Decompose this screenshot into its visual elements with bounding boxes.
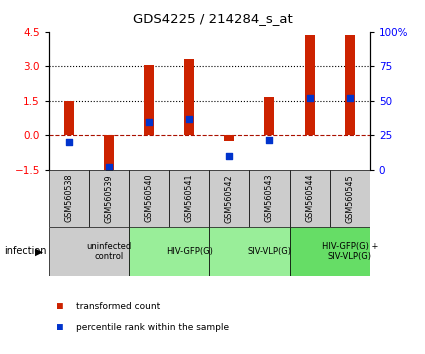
Text: infection: infection — [4, 246, 47, 256]
Bar — [209, 170, 249, 227]
Text: GSM560538: GSM560538 — [65, 174, 74, 223]
Bar — [305, 35, 314, 135]
Text: GSM560539: GSM560539 — [105, 174, 113, 223]
Bar — [49, 227, 129, 276]
Bar — [144, 65, 154, 135]
Point — [106, 164, 113, 170]
Point — [146, 119, 153, 125]
Bar — [184, 59, 194, 135]
Bar — [289, 227, 370, 276]
Text: GSM560544: GSM560544 — [305, 174, 314, 223]
Point — [306, 95, 313, 101]
Bar — [209, 227, 289, 276]
Text: ■: ■ — [57, 322, 63, 332]
Text: uninfected
control: uninfected control — [86, 242, 132, 261]
Bar — [104, 135, 114, 171]
Bar — [89, 170, 129, 227]
Bar — [64, 101, 74, 135]
Bar — [129, 170, 169, 227]
Bar — [289, 170, 330, 227]
Text: percentile rank within the sample: percentile rank within the sample — [76, 323, 230, 332]
Text: GSM560542: GSM560542 — [225, 174, 234, 223]
Text: ▶: ▶ — [35, 246, 43, 256]
Bar — [129, 227, 209, 276]
Point — [65, 139, 72, 145]
Bar — [249, 170, 289, 227]
Text: GSM560541: GSM560541 — [185, 174, 194, 223]
Text: GSM560545: GSM560545 — [345, 174, 354, 223]
Bar — [49, 170, 89, 227]
Text: GDS4225 / 214284_s_at: GDS4225 / 214284_s_at — [133, 12, 292, 25]
Bar — [169, 170, 209, 227]
Text: HIV-GFP(G): HIV-GFP(G) — [166, 247, 212, 256]
Text: GSM560543: GSM560543 — [265, 174, 274, 223]
Text: SIV-VLP(G): SIV-VLP(G) — [247, 247, 292, 256]
Point — [266, 137, 273, 142]
Bar — [264, 97, 275, 135]
Bar — [330, 170, 370, 227]
Text: GSM560540: GSM560540 — [144, 174, 154, 223]
Bar — [345, 35, 355, 135]
Text: transformed count: transformed count — [76, 302, 161, 311]
Bar — [224, 135, 234, 141]
Point — [226, 153, 233, 159]
Text: ■: ■ — [57, 301, 63, 311]
Point — [186, 116, 193, 122]
Point — [346, 95, 353, 101]
Text: HIV-GFP(G) +
SIV-VLP(G): HIV-GFP(G) + SIV-VLP(G) — [321, 242, 378, 261]
